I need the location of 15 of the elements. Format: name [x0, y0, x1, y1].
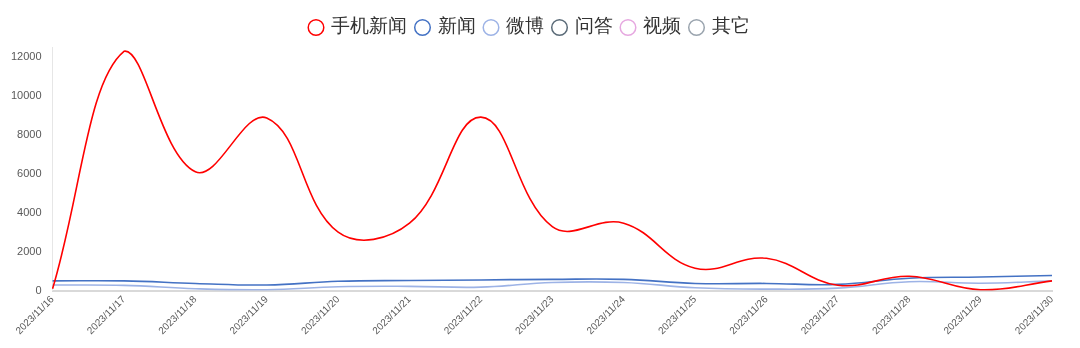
y-tick-label: 10000 — [10, 88, 42, 101]
y-tick-label: 2000 — [17, 244, 42, 257]
legend-label: 其它 — [711, 14, 750, 37]
legend-label: 视频 — [643, 14, 681, 37]
legend-label: 问答 — [574, 14, 613, 37]
y-tick-label: 4000 — [17, 205, 42, 218]
legend-label: 微博 — [506, 14, 544, 37]
legend-label: 新闻 — [437, 14, 476, 37]
legend-label: 手机新闻 — [331, 14, 407, 37]
y-tick-label: 0 — [35, 283, 42, 296]
y-tick-label: 6000 — [17, 166, 42, 179]
y-tick-label: 12000 — [10, 49, 42, 62]
line-series — [51, 50, 1053, 291]
y-tick-label: 8000 — [17, 127, 42, 140]
line-series — [51, 274, 1053, 286]
